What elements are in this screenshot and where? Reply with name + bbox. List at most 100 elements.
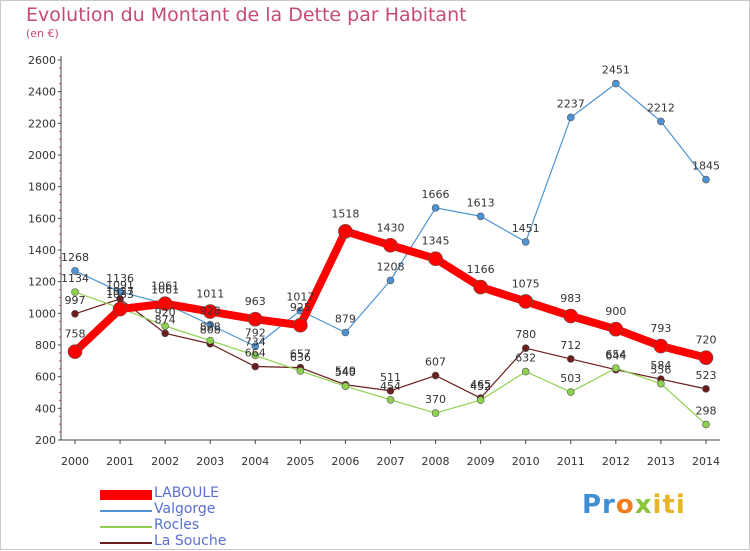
- data-label-la-souche: 1091: [106, 279, 134, 292]
- y-tick-label: 1600: [28, 212, 56, 225]
- data-point-laboule: [112, 301, 128, 317]
- data-label-valgorge: 1666: [422, 188, 450, 201]
- data-point-rocles: [206, 336, 215, 345]
- data-label-rocles: 540: [335, 366, 356, 379]
- y-tick-label: 2600: [28, 54, 56, 67]
- y-tick-label: 400: [35, 402, 56, 415]
- chart-title: Evolution du Montant de la Dette par Hab…: [26, 4, 467, 26]
- y-tick-label: 1400: [28, 244, 56, 257]
- y-tick-label: 200: [35, 434, 56, 447]
- data-point-valgorge: [612, 79, 620, 88]
- x-tick-label: 2011: [557, 455, 585, 468]
- data-point-laboule: [293, 317, 308, 333]
- data-point-la-souche: [566, 355, 575, 363]
- legend-swatch: [100, 510, 152, 512]
- data-label-la-souche: 808: [200, 324, 221, 337]
- data-label-laboule: 1345: [422, 235, 450, 248]
- data-label-laboule: 1011: [196, 288, 224, 301]
- data-label-laboule: 983: [560, 292, 581, 305]
- data-label-rocles: 734: [245, 335, 266, 348]
- data-point-valgorge: [702, 175, 710, 184]
- data-point-valgorge: [521, 238, 530, 246]
- data-point-laboule: [563, 308, 579, 324]
- data-point-la-souche: [521, 344, 530, 352]
- y-tick-label: 2200: [28, 117, 56, 130]
- legend-label: LABOULE: [154, 485, 219, 501]
- data-point-rocles: [612, 364, 620, 372]
- data-label-la-souche: 780: [515, 328, 536, 341]
- legend-label: La Souche: [154, 533, 227, 549]
- data-point-rocles: [161, 322, 169, 330]
- legend-label: Valgorge: [154, 501, 216, 517]
- data-label-valgorge: 1136: [106, 272, 134, 285]
- x-tick-label: 2012: [602, 455, 630, 468]
- y-tick-label: 1800: [28, 181, 56, 194]
- data-point-laboule: [157, 296, 173, 311]
- data-point-rocles: [386, 395, 395, 404]
- data-point-valgorge: [251, 342, 260, 351]
- data-label-la-souche: 511: [380, 371, 401, 384]
- x-tick-label: 2009: [467, 455, 495, 468]
- chart-subtitle: (en €): [26, 27, 59, 40]
- x-tick-label: 2006: [331, 455, 359, 468]
- data-label-rocles: 828: [200, 321, 221, 334]
- data-label-laboule: 720: [695, 334, 716, 347]
- data-label-valgorge: 1017: [286, 291, 314, 304]
- x-tick-label: 2000: [61, 455, 89, 468]
- data-label-la-souche: 712: [560, 339, 581, 352]
- data-label-rocles: 454: [380, 380, 401, 393]
- data-point-la-souche: [431, 371, 440, 380]
- data-point-laboule: [608, 321, 624, 337]
- data-label-laboule: 925: [290, 301, 311, 314]
- data-label-laboule: 1027: [106, 285, 134, 298]
- data-point-la-souche: [161, 329, 169, 338]
- data-label-valgorge: 2237: [557, 97, 585, 110]
- data-label-valgorge: 1845: [692, 160, 720, 173]
- x-tick-label: 2001: [106, 455, 134, 468]
- x-tick-label: 2002: [151, 455, 179, 468]
- data-point-valgorge: [116, 287, 124, 296]
- x-tick-label: 2004: [241, 455, 269, 468]
- x-tick-label: 2007: [376, 455, 404, 468]
- x-tick-label: 2005: [286, 455, 314, 468]
- data-label-rocles: 920: [155, 306, 176, 319]
- data-label-la-souche: 607: [425, 356, 446, 369]
- y-tick-label: 2000: [28, 149, 56, 162]
- legend-swatch: [100, 490, 152, 500]
- data-point-rocles: [71, 288, 79, 296]
- data-label-la-souche: 874: [155, 313, 176, 326]
- data-label-la-souche: 997: [65, 294, 86, 307]
- x-tick-label: 2014: [692, 455, 720, 468]
- data-label-rocles: 370: [425, 393, 446, 406]
- data-point-laboule: [383, 237, 398, 253]
- data-label-rocles: 636: [290, 351, 311, 364]
- data-point-la-souche: [251, 362, 260, 371]
- x-tick-label: 2010: [512, 455, 540, 468]
- data-point-la-souche: [71, 310, 79, 318]
- data-point-rocles: [657, 379, 665, 388]
- data-label-valgorge: 1061: [151, 284, 179, 297]
- data-point-laboule: [428, 251, 443, 267]
- x-tick-label: 2013: [647, 455, 675, 468]
- data-label-rocles: 1134: [61, 272, 89, 285]
- data-label-rocles: 632: [515, 352, 536, 365]
- data-label-laboule: 1166: [467, 263, 495, 276]
- data-point-valgorge: [566, 113, 575, 122]
- data-label-la-souche: 664: [245, 347, 266, 360]
- data-label-rocles: 1033: [106, 288, 134, 301]
- data-point-rocles: [476, 396, 485, 404]
- data-point-rocles: [566, 388, 575, 396]
- data-label-rocles: 503: [560, 372, 581, 385]
- data-label-la-souche: 523: [695, 369, 716, 382]
- data-point-laboule: [338, 224, 353, 239]
- data-label-laboule: 900: [605, 305, 626, 318]
- y-tick-label: 1000: [28, 307, 56, 320]
- data-point-rocles: [521, 367, 530, 376]
- y-tick-label: 1200: [28, 276, 56, 289]
- data-label-laboule: 1518: [331, 207, 359, 220]
- data-label-la-souche: 549: [335, 365, 356, 378]
- data-label-valgorge: 1268: [61, 251, 89, 264]
- data-point-laboule: [67, 344, 83, 359]
- data-label-valgorge: 1451: [512, 222, 540, 235]
